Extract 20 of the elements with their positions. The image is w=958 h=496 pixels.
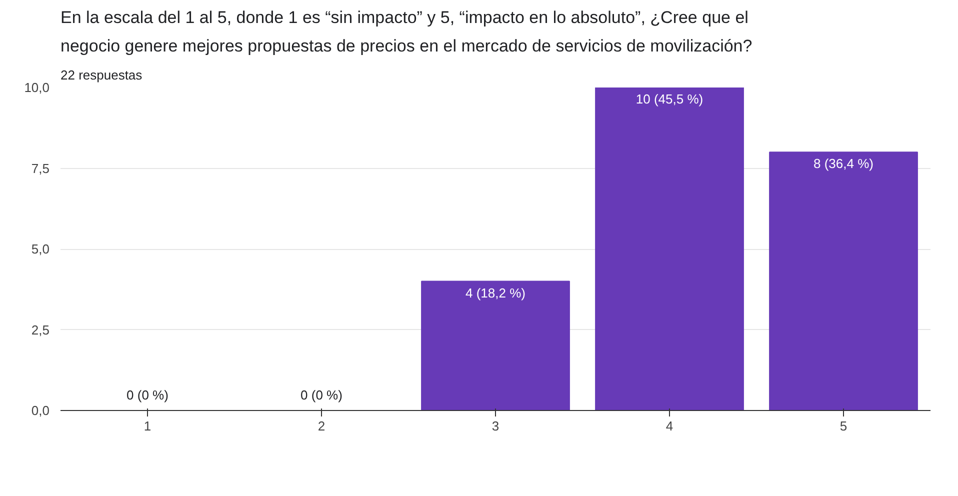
data-label: 0 (0 %)	[300, 388, 342, 402]
x-tick-label: 2	[318, 418, 326, 434]
x-tick-label: 4	[666, 418, 674, 434]
data-label: 4 (18,2 %)	[466, 285, 526, 300]
bar	[421, 280, 570, 410]
y-tick-label: 2,5	[31, 322, 50, 338]
data-label: 8 (36,4 %)	[814, 156, 874, 172]
x-tick-label: 1	[144, 418, 152, 434]
y-tick-label: 7,5	[31, 160, 50, 176]
x-tick-label: 5	[840, 418, 848, 434]
y-tick-label: 0,0	[31, 403, 50, 418]
bar	[769, 152, 918, 410]
data-label: 10 (45,5 %)	[636, 92, 704, 106]
data-label: 0 (0 %)	[126, 388, 168, 402]
y-tick-label: 10,0	[24, 80, 50, 95]
chart-subtitle: 22 respuestas	[60, 68, 143, 82]
x-tick-label: 3	[492, 418, 500, 434]
chart-title: En la escala del 1 al 5, donde 1 es “sin impacto” y 5, “impacto en lo absoluto”, ¿Cree que el negocio genere mejores propuestas de precios en el mercado de servicios de movilización?	[60, 8, 752, 56]
bar	[595, 88, 744, 410]
y-tick-label: 5,0	[31, 242, 50, 256]
